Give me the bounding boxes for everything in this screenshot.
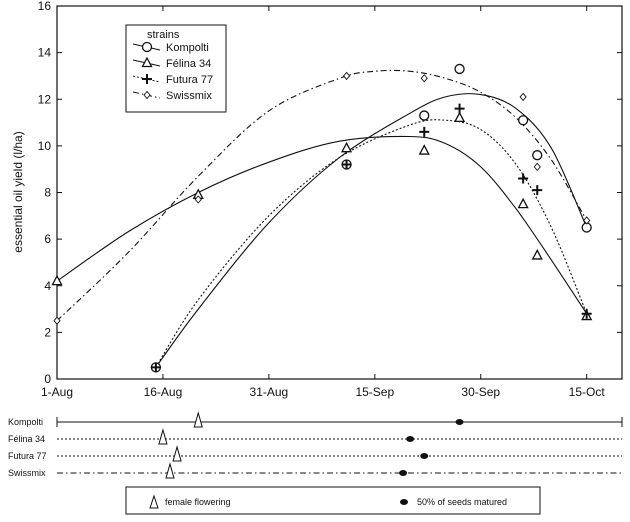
phenology-label-f-lina-34: Félina 34 — [8, 434, 45, 444]
x-tick-label: 30-Sep — [461, 385, 500, 399]
x-tick-label: 15-Sep — [355, 385, 394, 399]
legend-box — [125, 24, 227, 113]
x-tick-label: 1-Aug — [41, 385, 73, 399]
point-f-lina-34 — [418, 144, 430, 155]
flowering-marker-futura-77 — [172, 445, 182, 462]
y-tick-label: 4 — [44, 279, 51, 293]
legend-title: strains — [147, 29, 180, 41]
flowering-marker-kompolti — [193, 411, 203, 428]
phenology-legend: female flowering 50% of seeds matured — [125, 486, 541, 515]
data-markers — [51, 63, 593, 373]
y-tick-label: 14 — [38, 46, 52, 60]
x-tick-label: 16-Aug — [144, 385, 183, 399]
point-futura-77 — [581, 308, 592, 319]
seed-marker-kompolti — [455, 419, 464, 425]
seed-marker-f-lina-34 — [406, 436, 415, 442]
y-axis-label: essential oil yield (l/ha) — [11, 131, 25, 252]
flowering-marker-swissmix — [165, 462, 175, 479]
point-kompolti — [454, 63, 465, 75]
flowering-marker-f-lina-34 — [158, 428, 168, 445]
point-swissmix — [533, 162, 541, 172]
phenology-legend-box — [125, 486, 541, 515]
legend-label-futura-77: Futura 77 — [166, 74, 213, 86]
point-swissmix — [194, 195, 202, 204]
seed-legend-label: 50% of seeds matured — [417, 497, 507, 507]
point-swissmix — [519, 92, 527, 102]
flowering-legend-label: female flowering — [165, 497, 231, 507]
point-f-lina-34 — [453, 111, 466, 123]
legend-marker-futura-77 — [142, 74, 152, 84]
point-futura-77 — [419, 126, 430, 137]
x-axis-ticks: 1-Aug 16-Aug 31-Aug 15-Sep 30-Sep 15-Oct — [41, 6, 605, 399]
point-swissmix — [583, 216, 591, 225]
y-axis-ticks: 0 2 4 6 8 10 12 14 16 — [38, 0, 622, 386]
point-swissmix — [342, 71, 351, 81]
flowering-legend-icon — [149, 494, 159, 509]
legend-marker-kompolti — [141, 41, 153, 53]
fit-curve-futura-77 — [155, 119, 588, 368]
fit-curve-kompolti — [155, 93, 588, 368]
point-futura-77 — [454, 103, 465, 114]
y-tick-label: 6 — [44, 232, 51, 246]
y-tick-label: 2 — [44, 325, 51, 339]
point-kompolti — [517, 115, 529, 126]
x-tick-label: 15-Oct — [569, 385, 606, 399]
point-futura-77 — [532, 185, 543, 196]
y-tick-label: 10 — [38, 139, 52, 153]
y-tick-label: 16 — [38, 0, 52, 13]
legend-marker-f-lina-34 — [141, 56, 153, 68]
fit-curve-swissmix — [56, 69, 588, 322]
x-tick-label: 31-Aug — [250, 385, 289, 399]
point-f-lina-34 — [517, 197, 529, 209]
fit-curves — [56, 69, 588, 368]
legend-label-f-lina-34: Félina 34 — [166, 58, 211, 70]
seed-marker-swissmix — [399, 470, 408, 476]
point-swissmix — [420, 74, 428, 83]
phenology-label-kompolti: Kompolti — [8, 417, 43, 427]
point-f-lina-34 — [531, 249, 543, 260]
phenology-label-futura-77: Futura 77 — [8, 451, 47, 461]
point-kompolti — [532, 150, 543, 161]
legend-marker-swissmix — [143, 90, 151, 100]
y-tick-label: 8 — [44, 186, 51, 200]
y-tick-label: 12 — [38, 92, 52, 106]
phenology-timeline: Kompolti Félina 34 Futura 77 Swissmix — [8, 411, 623, 479]
point-futura-77 — [341, 159, 352, 170]
seed-marker-futura-77 — [420, 453, 429, 459]
legend-label-swissmix: Swissmix — [166, 90, 212, 102]
y-tick-label: 0 — [44, 372, 51, 386]
phenology-label-swissmix: Swissmix — [8, 468, 46, 478]
point-f-lina-34 — [340, 141, 353, 153]
legend-label-kompolti: Kompolti — [166, 42, 209, 54]
seed-legend-icon — [400, 499, 408, 505]
point-futura-77 — [150, 362, 161, 373]
fit-curve-f-lina-34 — [56, 135, 588, 315]
point-kompolti — [419, 110, 430, 121]
legend: strains Kompolti Félina 34 Futura 77 Swissm… — [125, 24, 227, 113]
point-futura-77 — [518, 173, 529, 184]
point-f-lina-34 — [51, 274, 63, 286]
point-swissmix — [53, 316, 61, 325]
